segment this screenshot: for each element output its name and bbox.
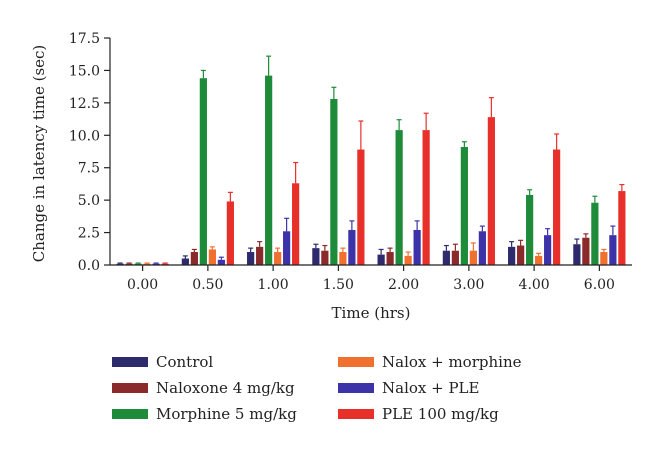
- bar: [208, 249, 216, 265]
- x-tick-label: 6.00: [584, 277, 615, 293]
- bar: [591, 202, 599, 265]
- bar: [190, 252, 198, 265]
- bar: [478, 231, 486, 265]
- x-tick-label: 0.00: [127, 277, 158, 293]
- legend-swatch: [112, 383, 148, 393]
- bar: [312, 248, 320, 265]
- legend-item: Naloxone 4 mg/kg: [112, 379, 295, 397]
- x-tick-label: 1.50: [323, 277, 354, 293]
- y-tick-label: 2.5: [78, 226, 100, 242]
- bar: [283, 231, 291, 265]
- legend-swatch: [338, 409, 374, 419]
- bar: [217, 259, 225, 265]
- bar: [247, 252, 255, 265]
- bar: [199, 78, 207, 265]
- bar: [442, 250, 450, 265]
- bar: [125, 263, 133, 265]
- legend-swatch: [112, 409, 148, 419]
- legend-item: Nalox + PLE: [338, 379, 479, 397]
- bar: [609, 235, 617, 265]
- y-tick-label: 0.0: [78, 258, 100, 274]
- bar: [487, 117, 495, 265]
- bar: [161, 263, 169, 265]
- x-tick-label: 3.00: [453, 277, 484, 293]
- x-tick-label: 1.00: [258, 277, 289, 293]
- legend-label: Nalox + PLE: [382, 379, 479, 397]
- bar: [116, 263, 124, 265]
- legend-swatch: [112, 357, 148, 367]
- bar: [143, 263, 151, 265]
- bar: [517, 245, 525, 265]
- bar: [573, 244, 581, 265]
- y-axis-title: Change in latency time (sec): [30, 45, 48, 263]
- bar: [413, 229, 421, 265]
- legend-item: Nalox + morphine: [338, 353, 522, 371]
- bar: [469, 250, 477, 265]
- plot-area: [116, 55, 626, 265]
- bar: [535, 255, 543, 265]
- bar: [582, 237, 590, 265]
- axes: Change in latency time (sec) Time (hrs) …: [30, 31, 632, 322]
- bar: [526, 194, 534, 265]
- legend-label: Control: [156, 353, 213, 371]
- legend-label: Morphine 5 mg/kg: [156, 405, 297, 423]
- legend-label: PLE 100 mg/kg: [382, 405, 499, 423]
- x-tick-label: 4.00: [519, 277, 550, 293]
- bar: [404, 255, 412, 265]
- bar: [256, 246, 264, 265]
- bar: [386, 252, 394, 265]
- legend-item: Control: [112, 353, 213, 371]
- y-tick-label: 10.0: [69, 128, 100, 144]
- bar: [508, 246, 516, 265]
- legend: Control Naloxone 4 mg/kg Morphine 5 mg/kg N…: [112, 353, 522, 423]
- bar: [422, 130, 430, 265]
- y-tick-label: 5.0: [78, 193, 100, 209]
- bar: [460, 146, 468, 265]
- bar: [377, 254, 385, 265]
- bar: [544, 235, 552, 265]
- bar: [348, 229, 356, 265]
- legend-item: Morphine 5 mg/kg: [112, 405, 297, 423]
- legend-label: Naloxone 4 mg/kg: [156, 379, 295, 397]
- bar: [330, 98, 338, 265]
- bar: [357, 149, 365, 265]
- y-tick-label: 12.5: [69, 96, 100, 112]
- bar: [339, 252, 347, 265]
- bar: [226, 201, 234, 265]
- bar: [181, 258, 189, 265]
- bar: [152, 263, 160, 265]
- bar: [451, 250, 459, 265]
- legend-swatch: [338, 383, 374, 393]
- legend-label: Nalox + morphine: [382, 353, 522, 371]
- bar: [553, 149, 561, 265]
- y-tick-label: 17.5: [69, 31, 100, 47]
- bar: [321, 250, 329, 265]
- legend-item: PLE 100 mg/kg: [338, 405, 499, 423]
- bar: [134, 263, 142, 265]
- bar: [265, 75, 273, 265]
- bar: [274, 252, 282, 265]
- y-tick-label: 7.5: [78, 161, 100, 177]
- bar: [395, 130, 403, 265]
- bar: [600, 252, 608, 265]
- legend-swatch: [338, 357, 374, 367]
- x-tick-label: 2.00: [388, 277, 419, 293]
- x-axis-title: Time (hrs): [332, 304, 411, 322]
- y-tick-label: 15.0: [69, 63, 100, 79]
- bar: [292, 183, 300, 265]
- x-tick-label: 0.50: [192, 277, 223, 293]
- bar: [618, 191, 626, 265]
